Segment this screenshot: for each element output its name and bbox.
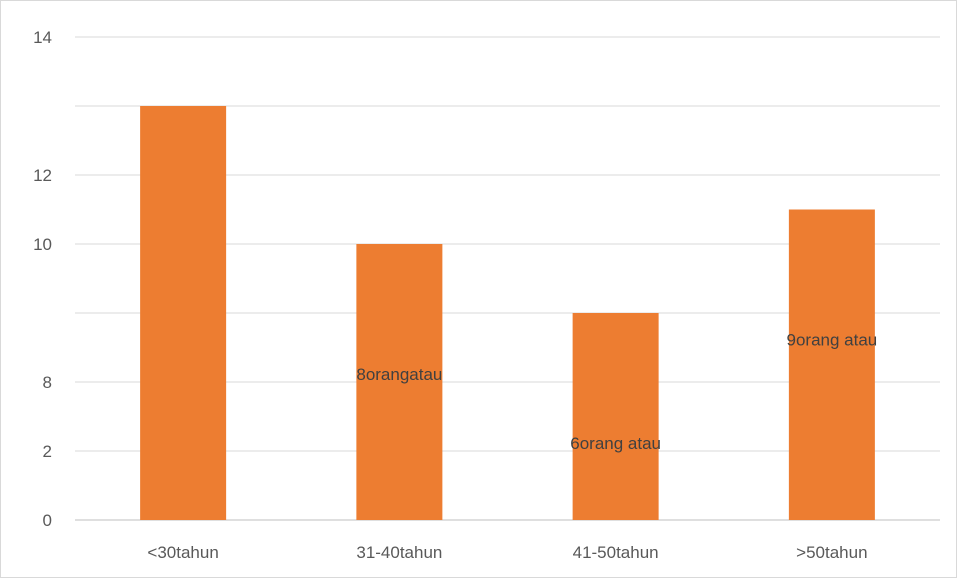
x-tick-label: 41-50tahun xyxy=(573,543,659,562)
data-labels: 8orangatau 6orang atau 9orang atau xyxy=(356,331,877,454)
x-axis-ticks: <30tahun 31-40tahun 41-50tahun >50tahun xyxy=(147,543,867,562)
bar xyxy=(572,313,659,520)
x-tick-label: 31-40tahun xyxy=(356,543,442,562)
y-tick-label: 0 xyxy=(43,511,52,530)
data-label: 8orangatau xyxy=(356,365,442,384)
y-tick-label: 14 xyxy=(33,28,52,47)
y-tick-label: 8 xyxy=(43,373,52,392)
bar xyxy=(356,244,443,520)
y-axis-ticks: 0 2 8 10 12 14 xyxy=(33,28,52,530)
y-tick-label: 2 xyxy=(43,442,52,461)
y-tick-label: 10 xyxy=(33,235,52,254)
bar xyxy=(788,209,875,520)
x-tick-label: <30tahun xyxy=(147,543,218,562)
bars xyxy=(140,106,875,520)
y-tick-label: 12 xyxy=(33,166,52,185)
data-label: 9orang atau xyxy=(787,331,878,350)
data-label: 6orang atau xyxy=(570,434,661,453)
x-tick-label: >50tahun xyxy=(796,543,867,562)
bar xyxy=(140,106,227,520)
